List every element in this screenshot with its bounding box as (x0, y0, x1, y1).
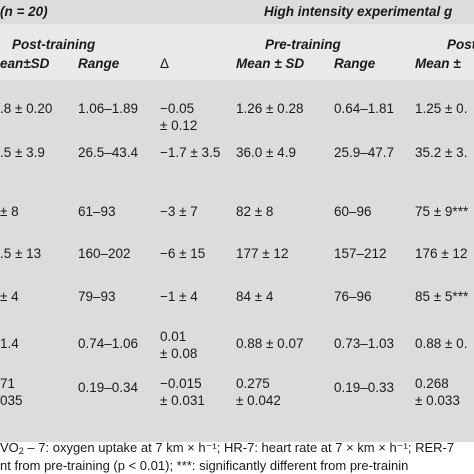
row-7-range-2: 0.19–0.33 (334, 380, 395, 395)
row-5-mean-sd-2: 84 ± 4 (236, 289, 274, 304)
row-7-delta-sd: ± 0.031 (160, 393, 205, 408)
title-left: (n = 20) (0, 4, 48, 19)
title-band (0, 0, 474, 24)
row-7-mean-3: 0.268 (415, 376, 449, 391)
row-4-range-2: 157–212 (334, 246, 387, 261)
row-6-mean-sd-2: 0.88 ± 0.07 (236, 336, 304, 351)
row-4-mean-sd-1: .5 ± 13 (0, 246, 42, 261)
row-6-range-2: 0.73–1.03 (334, 336, 395, 351)
group-header-post-training-left: Post-training (12, 37, 96, 52)
row-7-range-1: 0.19–0.34 (78, 380, 139, 395)
row-6-mean-sd-1: 1.4 (0, 336, 19, 351)
row-3-mean-sd-2: 82 ± 8 (236, 204, 274, 219)
col-header-mean-sd-1: ean±SD (0, 56, 50, 71)
row-6-delta: 0.01 (160, 329, 187, 344)
row-1-delta-sd: ± 0.12 (160, 118, 198, 133)
row-5-delta: −1 ± 4 (160, 289, 198, 304)
row-1-mean-sd-1: .8 ± 0.20 (0, 101, 53, 116)
row-2-range-1: 26.5–43.4 (78, 145, 139, 160)
row-5-mean-sd-3: 85 ± 5*** (415, 289, 469, 304)
row-2-mean-sd-2: 36.0 ± 4.9 (236, 145, 296, 160)
row-4-delta: −6 ± 15 (160, 246, 206, 261)
title-right: High intensity experimental g (264, 4, 453, 19)
row-7-delta: −0.015 (160, 376, 202, 391)
row-1-delta: −0.05 (160, 101, 195, 116)
row-7-sd-3: ± 0.033 (415, 393, 460, 408)
footnote-1-pre: VO (0, 440, 19, 455)
row-3-mean-sd-3: 75 ± 9*** (415, 204, 469, 219)
row-4-range-1: 160–202 (78, 246, 131, 261)
group-header-post-training-right: Post (447, 37, 474, 52)
row-7-sd-1: 035 (0, 393, 23, 408)
row-5-mean-sd-1: ± 4 (0, 289, 19, 304)
col-header-delta: Δ (160, 56, 170, 71)
row-1-range-2: 0.64–1.81 (334, 101, 395, 116)
row-1-mean-sd-2: 1.26 ± 0.28 (236, 101, 304, 116)
group-header-pre-training: Pre-training (265, 37, 341, 52)
row-6-delta-sd: ± 0.08 (160, 346, 198, 361)
footnote-2: nt from pre-training (p < 0.01); ***: si… (0, 458, 409, 473)
footnote-1-sub: 2 (18, 446, 24, 456)
row-4-mean-sd-3: 176 ± 12 (415, 246, 468, 261)
col-header-mean-sd-3: Mean ± (415, 56, 461, 71)
row-4-mean-sd-2: 177 ± 12 (236, 246, 289, 261)
row-7-mean-2: 0.275 (236, 376, 270, 391)
row-1-mean-sd-3: 1.25 ± 0. (415, 101, 468, 116)
row-3-range-1: 61–93 (78, 204, 116, 219)
row-3-mean-sd-1: ± 8 (0, 204, 19, 219)
row-5-range-1: 79–93 (78, 289, 116, 304)
row-2-mean-sd-1: .5 ± 3.9 (0, 145, 45, 160)
footnote-1: VO2 – 7: oxygen uptake at 7 km × h⁻¹; HR… (0, 440, 454, 456)
header-band (0, 24, 474, 80)
col-header-range-1: Range (78, 56, 120, 71)
row-7-sd-2: ± 0.042 (236, 393, 281, 408)
row-6-range-1: 0.74–1.06 (78, 336, 139, 351)
row-2-delta: −1.7 ± 3.5 (160, 145, 221, 160)
row-2-range-2: 25.9–47.7 (334, 145, 395, 160)
row-3-range-2: 60–96 (334, 204, 372, 219)
col-header-mean-sd-2: Mean ± SD (236, 56, 305, 71)
row-3-delta: −3 ± 7 (160, 204, 198, 219)
row-5-range-2: 76–96 (334, 289, 372, 304)
row-7-mean-1: 71 (0, 376, 16, 391)
data-band (0, 80, 474, 442)
row-1-range-1: 1.06–1.89 (78, 101, 139, 116)
row-6-mean-sd-3: 0.88 ± 0. (415, 336, 468, 351)
row-2-mean-sd-3: 35.2 ± 3. (415, 145, 468, 160)
footnote-1-post: – 7: oxygen uptake at 7 km × h⁻¹; HR-7: … (23, 440, 455, 455)
col-header-range-2: Range (334, 56, 376, 71)
